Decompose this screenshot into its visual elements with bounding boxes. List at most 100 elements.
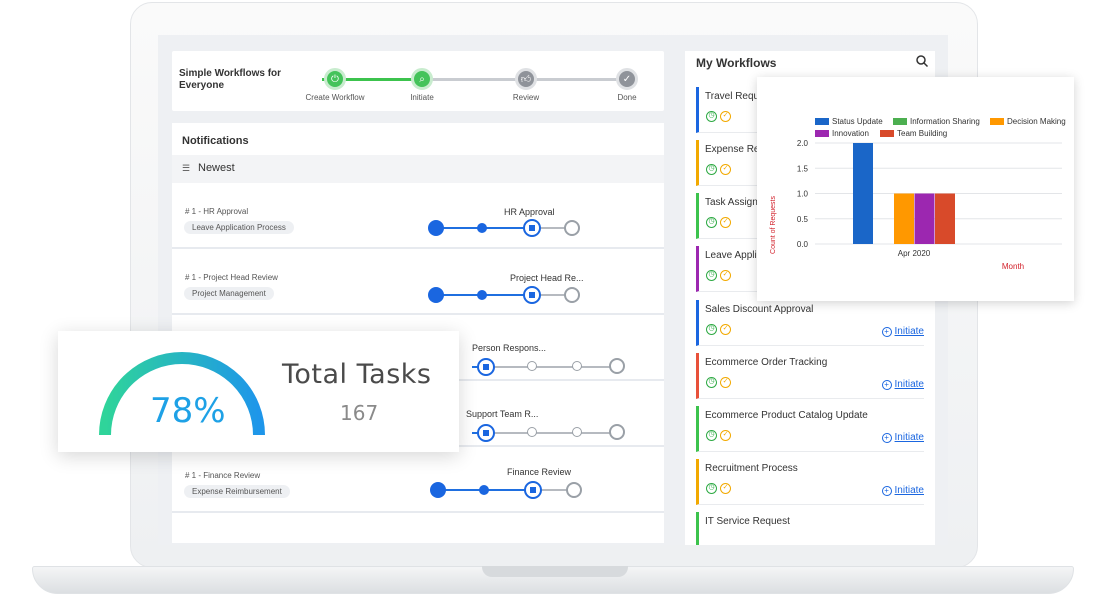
y-axis-label: Count of Requests	[770, 196, 777, 254]
legend-label: Team Building	[897, 129, 948, 138]
legend-label: Information Sharing	[910, 117, 980, 126]
legend-item: Decision Making	[990, 117, 1066, 126]
clock-icon[interactable]: ◷	[706, 483, 717, 494]
step-done[interactable]: ✓ Done	[587, 68, 667, 102]
stage-label: Finance Review	[507, 467, 572, 477]
initiate-label: Initiate	[894, 326, 924, 337]
check-circle-icon[interactable]: ✓	[720, 111, 731, 122]
step-create-workflow[interactable]: ⏻ Create Workflow	[295, 68, 375, 102]
initiate-label: Initiate	[894, 379, 924, 390]
gauge-arc	[99, 352, 265, 436]
step-label: Done	[617, 93, 637, 102]
check-icon: ✓	[616, 68, 638, 90]
my-workflows-title: My Workflows	[696, 56, 777, 70]
workflow-steps-card: Simple Workflows for Everyone ⏻ Create W…	[172, 51, 664, 111]
initiate-link[interactable]: + Initiate	[881, 379, 924, 390]
workflow-item[interactable]: Ecommerce Order Tracking ◷ ✓ + Initiate	[696, 353, 924, 399]
workflow-name: Sales Discount Approval	[705, 304, 814, 315]
progress-gauge	[99, 352, 265, 436]
legend-item: Team Building	[880, 129, 947, 138]
workflow-item[interactable]: IT Service Request	[696, 512, 924, 545]
notification-row[interactable]: # 1 - HR Approval Leave Application Proc…	[172, 185, 664, 249]
workflow-name: Task Assign	[705, 197, 758, 208]
x-axis-label: Month	[1002, 262, 1024, 271]
step-initiate[interactable]: ⌕ Initiate	[382, 68, 462, 102]
workflow-item[interactable]: Recruitment Process ◷ ✓ + Initiate	[696, 459, 924, 505]
bar-innovation[interactable]	[914, 193, 935, 245]
clock-icon[interactable]: ◷	[706, 270, 717, 281]
search-icon: ⌕	[411, 68, 433, 90]
workflow-name: Ecommerce Product Catalog Update	[705, 410, 868, 421]
bar-status-update[interactable]	[853, 143, 873, 244]
initiate-label: Initiate	[894, 432, 924, 443]
clock-icon[interactable]: ◷	[706, 324, 717, 335]
stage-dot-pending	[609, 424, 625, 440]
check-circle-icon[interactable]: ✓	[720, 324, 731, 335]
stage-dot-pending	[609, 358, 625, 374]
progress-track-pending	[532, 227, 572, 229]
process-tag: Expense Reimbursement	[184, 485, 290, 498]
step-label: Initiate	[410, 93, 434, 102]
stage-dot-pending	[572, 361, 582, 371]
steps-title: Simple Workflows for Everyone	[179, 68, 282, 91]
workflow-name: Travel Requ	[705, 91, 760, 102]
process-tag: Leave Application Process	[184, 221, 294, 234]
total-tasks-value: 167	[340, 401, 379, 425]
clock-icon[interactable]: ◷	[706, 111, 717, 122]
stage-dot-pending	[564, 220, 580, 236]
check-circle-icon[interactable]: ✓	[720, 483, 731, 494]
clock-icon[interactable]: ◷	[706, 217, 717, 228]
clock-icon[interactable]: ◷	[706, 430, 717, 441]
total-tasks-label: Total Tasks	[282, 359, 432, 390]
legend-swatch	[880, 130, 894, 137]
plus-circle-icon: +	[881, 486, 892, 496]
legend-swatch	[990, 118, 1004, 125]
stage-dot-complete	[477, 290, 487, 300]
row-number: # 1 - Finance Review	[185, 471, 261, 480]
workflow-item[interactable]: Ecommerce Product Catalog Update ◷ ✓ + In…	[696, 406, 924, 452]
check-circle-icon[interactable]: ✓	[720, 377, 731, 388]
notifications-title: Notifications	[182, 135, 249, 147]
laptop-notch	[482, 566, 628, 577]
x-tick-label: Apr 2020	[898, 249, 931, 258]
stage-dot-pending	[564, 287, 580, 303]
check-circle-icon[interactable]: ✓	[720, 164, 731, 175]
check-circle-icon[interactable]: ✓	[720, 270, 731, 281]
stage-dot-current	[524, 481, 542, 499]
stage-dot-current	[523, 286, 541, 304]
notification-row[interactable]: # 1 - Project Head Review Project Manage…	[172, 251, 664, 315]
bar-chart: Count of Requests Month 0.00.51.01.52.0 …	[770, 139, 1062, 271]
initiate-link[interactable]: + Initiate	[881, 326, 924, 337]
clock-icon[interactable]: ◷	[706, 164, 717, 175]
bar-team-building[interactable]	[935, 193, 955, 245]
stage-dot-current	[523, 219, 541, 237]
progress-track-pending	[486, 432, 618, 434]
search-icon[interactable]	[915, 54, 929, 68]
check-circle-icon[interactable]: ✓	[720, 430, 731, 441]
workflow-name: Expense Re	[705, 144, 760, 155]
step-review[interactable]: 👍︎ Review	[486, 68, 566, 102]
stage-label: HR Approval	[504, 207, 555, 217]
y-tick-label: 2.0	[797, 139, 809, 148]
legend-label: Status Update	[832, 117, 883, 126]
stage-dot-complete	[477, 223, 487, 233]
workflow-item[interactable]: Sales Discount Approval ◷ ✓ + Initiate	[696, 300, 924, 346]
row-number: # 1 - Project Head Review	[185, 273, 278, 282]
steps-progress-line	[322, 78, 628, 81]
initiate-link[interactable]: + Initiate	[881, 432, 924, 443]
row-number: # 1 - HR Approval	[185, 207, 249, 216]
stage-dot-complete	[428, 287, 444, 303]
check-circle-icon[interactable]: ✓	[720, 217, 731, 228]
legend-item: Status Update	[815, 117, 883, 126]
newest-filter[interactable]: ☰ Newest	[172, 155, 664, 183]
legend-item: Information Sharing	[893, 117, 980, 126]
legend-swatch	[893, 118, 907, 125]
bar-decision-making[interactable]	[894, 193, 914, 245]
initiate-link[interactable]: + Initiate	[881, 485, 924, 496]
stage-dot-complete	[428, 220, 444, 236]
clock-icon[interactable]: ◷	[706, 377, 717, 388]
stage-label: Support Team R...	[466, 409, 539, 419]
notification-row[interactable]: # 1 - Finance Review Expense Reimburseme…	[172, 449, 664, 513]
process-tag: Project Management	[184, 287, 274, 300]
plus-circle-icon: +	[881, 327, 892, 337]
